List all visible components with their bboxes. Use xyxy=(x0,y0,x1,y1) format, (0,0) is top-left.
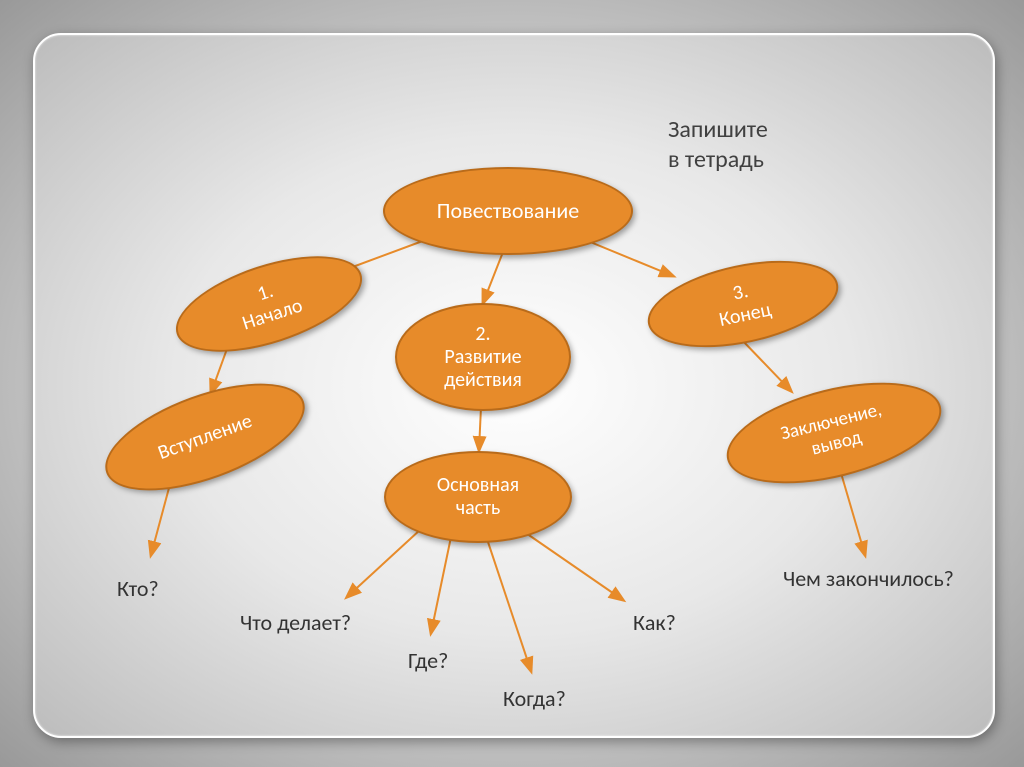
node-introduction: Вступление xyxy=(92,362,318,513)
question-end: Чем закончилось? xyxy=(783,565,954,592)
instruction-text: Запишите в тетрадь xyxy=(668,115,768,175)
node-ending: 3. Конец xyxy=(640,246,846,363)
question-where: Где? xyxy=(408,647,448,674)
node-main-part: Основная часть xyxy=(384,451,572,543)
node-conclusion: Заключение, вывод xyxy=(717,364,952,503)
question-what: Что делает? xyxy=(240,609,351,636)
question-how: Как? xyxy=(633,609,676,636)
node-development: 2. Развитие действия xyxy=(395,303,571,411)
node-beginning: 1. Начало xyxy=(165,237,374,371)
instruction-line2: в тетрадь xyxy=(668,145,768,175)
slide-frame: Запишите в тетрадь Повествование 1. Нача… xyxy=(33,33,995,738)
question-when: Когда? xyxy=(503,685,566,712)
instruction-line1: Запишите xyxy=(668,115,768,145)
node-narration: Повествование xyxy=(383,167,633,255)
question-who: Кто? xyxy=(117,575,159,602)
